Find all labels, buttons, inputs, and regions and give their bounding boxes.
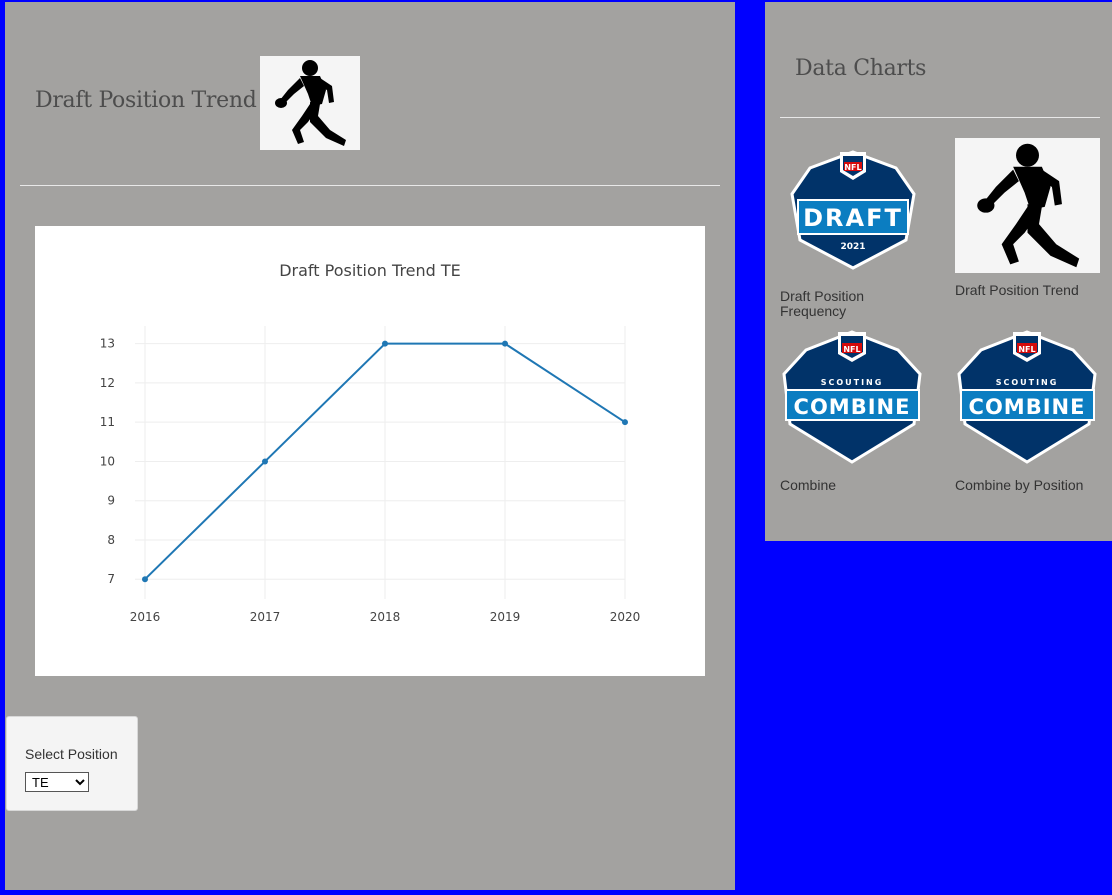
y-tick-label: 8 bbox=[107, 533, 115, 547]
nfl-draft-logo: NFL DRAFT 2021 bbox=[788, 148, 918, 275]
sidebar-item-label: Draft Position Frequency bbox=[780, 288, 865, 319]
title-divider bbox=[20, 185, 720, 186]
data-point bbox=[502, 340, 508, 347]
page-title: Draft Position Trend bbox=[35, 88, 257, 113]
logo-badge-text: NFL bbox=[844, 163, 861, 172]
logo-sub-text: SCOUTING bbox=[821, 378, 884, 387]
sidebar-item-combine[interactable]: NFL SCOUTING COMBINE Combine bbox=[780, 328, 930, 498]
nfl-combine-logo: NFL SCOUTING COMBINE bbox=[955, 328, 1100, 471]
data-point bbox=[622, 419, 628, 426]
logo-main-text: COMBINE bbox=[794, 395, 911, 419]
x-tick-label: 2019 bbox=[490, 610, 521, 624]
y-tick-label: 11 bbox=[100, 415, 115, 429]
logo-badge-text: NFL bbox=[843, 345, 860, 354]
line-chart: Draft Position Trend TE 2016 2017 2018 2019… bbox=[100, 261, 641, 624]
logo-main-text: COMBINE bbox=[969, 395, 1086, 419]
main-panel: Draft Position Trend Draft Position Tren… bbox=[5, 2, 735, 890]
sidebar-item-combine-by-position[interactable]: NFL SCOUTING COMBINE Combine by Position bbox=[955, 328, 1105, 498]
position-selector-card: Select Position TE bbox=[6, 716, 138, 811]
x-tick-label: 2017 bbox=[250, 610, 281, 624]
select-position-label: Select Position bbox=[25, 746, 118, 762]
sidebar-item-label: Combine bbox=[780, 477, 837, 493]
nfl-combine-logo: NFL SCOUTING COMBINE bbox=[780, 328, 925, 471]
y-tick-label: 9 bbox=[107, 494, 115, 508]
football-player-icon bbox=[260, 56, 360, 150]
data-point bbox=[142, 576, 148, 583]
sidebar-title: Data Charts bbox=[795, 56, 927, 81]
y-tick-label: 10 bbox=[100, 454, 115, 468]
x-tick-label: 2016 bbox=[130, 610, 161, 624]
y-tick-label: 13 bbox=[100, 337, 115, 351]
sidebar-item-draft-position-trend[interactable]: Draft Position Trend bbox=[955, 138, 1105, 308]
logo-sub-text: 2021 bbox=[840, 242, 865, 252]
football-player-icon bbox=[955, 138, 1100, 273]
x-tick-label: 2018 bbox=[370, 610, 401, 624]
position-select[interactable]: TE bbox=[25, 772, 89, 792]
y-tick-label: 7 bbox=[107, 572, 115, 586]
logo-badge-text: NFL bbox=[1018, 345, 1035, 354]
x-tick-label: 2020 bbox=[610, 610, 641, 624]
sidebar-item-label: Combine by Position bbox=[955, 477, 1084, 493]
sidebar-item-draft-position-frequency[interactable]: NFL DRAFT 2021 Draft Position Frequency bbox=[780, 143, 930, 323]
chart-title: Draft Position Trend TE bbox=[279, 261, 461, 280]
data-point bbox=[382, 340, 388, 347]
sidebar-divider bbox=[780, 117, 1100, 118]
y-tick-label: 12 bbox=[100, 376, 115, 390]
logo-main-text: DRAFT bbox=[803, 204, 903, 232]
data-point bbox=[262, 458, 268, 465]
logo-sub-text: SCOUTING bbox=[996, 378, 1059, 387]
chart-container: Draft Position Trend TE 2016 2017 2018 2019… bbox=[35, 226, 705, 676]
sidebar-item-label: Draft Position Trend bbox=[955, 282, 1079, 298]
sidebar: Data Charts NFL DRAFT 2021 Draft Positio… bbox=[765, 2, 1112, 541]
